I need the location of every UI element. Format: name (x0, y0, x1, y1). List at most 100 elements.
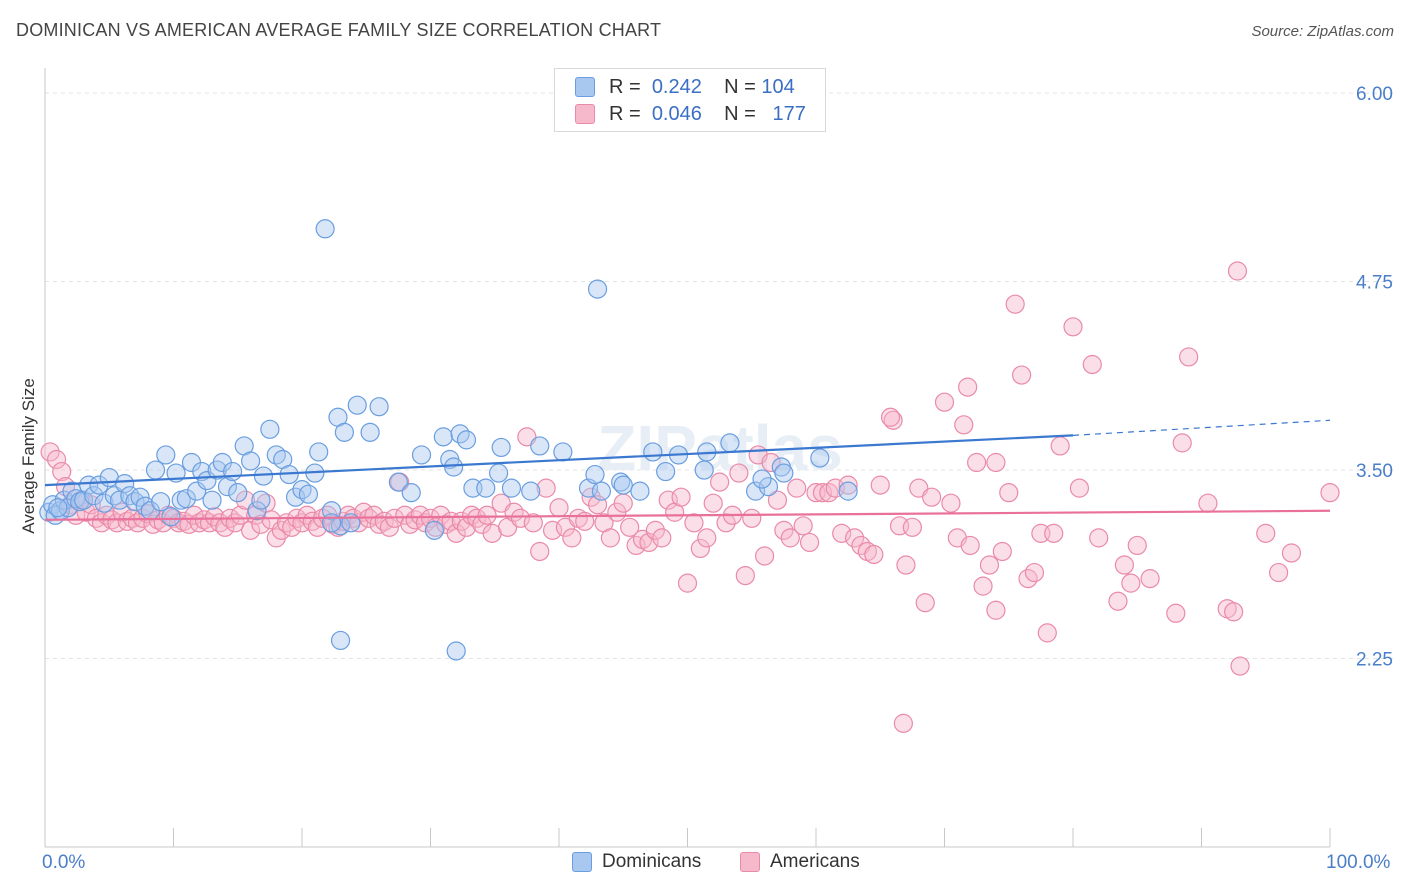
american-point (364, 505, 384, 525)
american-point (812, 483, 833, 503)
american-point (117, 511, 137, 531)
american-point (902, 517, 922, 537)
american-point (915, 593, 935, 613)
dominican-point (838, 481, 858, 501)
american-point (613, 493, 633, 513)
american-point (205, 507, 225, 527)
american-point (780, 528, 800, 548)
american-point (40, 442, 60, 462)
legend-r-value: 0.046 (651, 102, 702, 125)
american-point (477, 505, 497, 525)
legend-r-label: R = (609, 75, 641, 98)
dominicans-label: Dominicans (602, 851, 702, 872)
american-point (958, 377, 978, 397)
american-point (1082, 354, 1102, 375)
american-point (1063, 317, 1083, 337)
american-point (1024, 562, 1045, 583)
dominican-point (73, 490, 94, 510)
dominican-point (228, 483, 248, 503)
american-point (1127, 535, 1147, 556)
american-point (241, 520, 261, 540)
dominican-point (444, 457, 464, 477)
dominican-point (758, 477, 779, 497)
dominican-point (334, 422, 355, 442)
american-point (941, 493, 961, 513)
american-point (1227, 261, 1248, 281)
american-point (883, 410, 903, 430)
american-point (767, 490, 788, 510)
dominican-point (521, 481, 541, 501)
american-point (261, 510, 281, 530)
american-point (620, 517, 640, 537)
dominican-point (720, 433, 740, 453)
american-point (395, 505, 415, 525)
american-point (838, 475, 858, 495)
american-point (787, 478, 807, 498)
american-point (742, 508, 762, 528)
american-point (1320, 483, 1340, 503)
trend-lines (44, 419, 1331, 521)
dominican-point (643, 442, 663, 462)
dominican-point (321, 513, 342, 533)
american-point (1069, 478, 1090, 498)
american-point (761, 452, 781, 473)
dominican-point (223, 461, 243, 482)
correlation-legend: R = 0.242 N = 104 R = 0.046 N = 177 (554, 68, 826, 132)
american-point (46, 449, 67, 470)
dominican-point (694, 460, 714, 480)
american-point (832, 523, 852, 543)
american-point (697, 528, 717, 548)
dominican-point (202, 490, 222, 510)
y-tick-label: 3.50 (1356, 461, 1393, 482)
y-tick-labels: 2.25 3.50 4.75 6.00 (1356, 84, 1393, 670)
dominican-point (151, 492, 171, 512)
dominicans-swatch (572, 852, 592, 872)
dominican-point (401, 483, 421, 503)
x-tick-label-min: 0.0% (42, 852, 86, 873)
american-point (1140, 569, 1160, 589)
american-point (677, 573, 698, 593)
legend-n-label: N = (724, 75, 756, 98)
american-point (1011, 365, 1032, 385)
dominican-point (176, 489, 196, 509)
grid-lines (45, 92, 1393, 660)
dominicans-trend-extension (1072, 419, 1331, 436)
series-legend-americans: Americans (740, 851, 860, 873)
dominican-point (315, 219, 335, 239)
american-point (1037, 623, 1057, 643)
american-point (703, 493, 723, 513)
american-point (960, 535, 980, 556)
dominican-point (630, 481, 650, 501)
american-point (1230, 656, 1250, 676)
american-point (523, 513, 543, 533)
american-point (671, 487, 691, 507)
dominican-point (247, 501, 267, 521)
legend-r-label: R = (609, 102, 641, 125)
dominican-point (84, 486, 104, 506)
dominican-point (810, 448, 830, 468)
american-point (684, 513, 704, 533)
american-point (774, 520, 794, 540)
american-point (1050, 436, 1070, 456)
dominican-point (360, 422, 380, 442)
x-tick-label-max: 100.0% (1326, 852, 1391, 873)
american-point (710, 472, 730, 492)
dominican-point (553, 442, 573, 462)
american-point (600, 528, 621, 548)
american-point (510, 508, 531, 528)
american-point (1256, 523, 1276, 543)
american-point (690, 538, 710, 559)
dominican-point (746, 481, 766, 501)
y-tick-label: 6.00 (1356, 84, 1393, 105)
dominican-point (115, 474, 135, 494)
american-point (1268, 562, 1289, 583)
dominican-point (192, 461, 212, 482)
dominican-point (501, 478, 522, 498)
american-point (174, 511, 194, 531)
american-point (793, 516, 813, 536)
dominican-point (298, 484, 319, 504)
american-point (652, 528, 672, 548)
dominican-point (411, 445, 432, 465)
american-point (1198, 493, 1218, 513)
american-point (870, 475, 890, 495)
